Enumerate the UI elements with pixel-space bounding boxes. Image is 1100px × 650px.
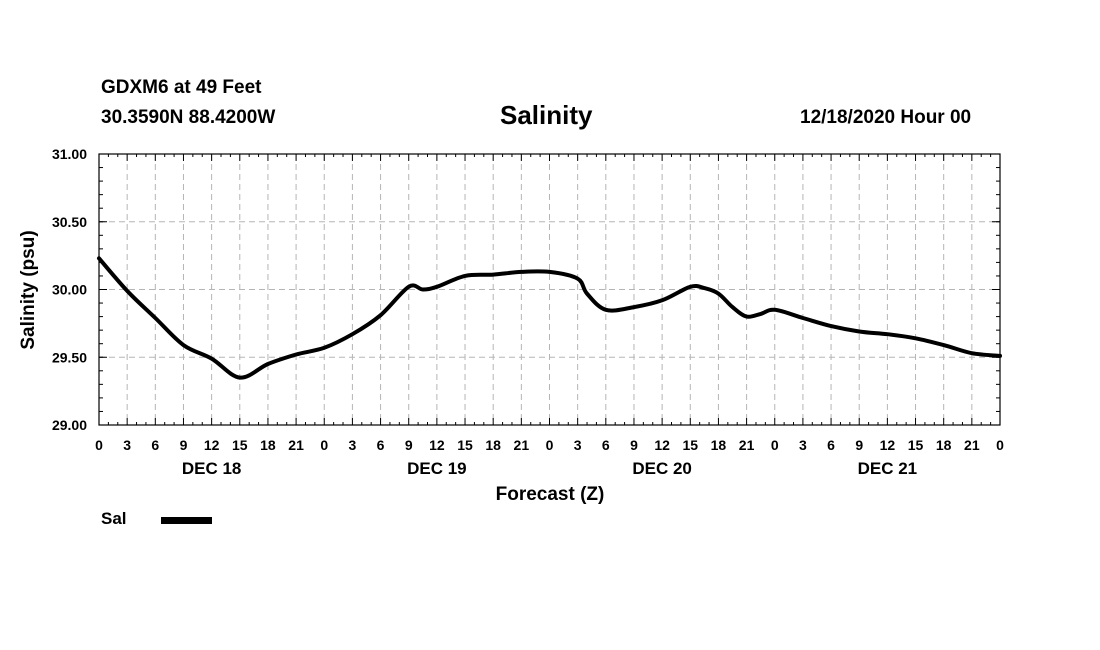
- x-tick-label: 6: [602, 437, 610, 453]
- y-tick-label: 29.50: [52, 349, 87, 365]
- y-tick-label: 31.00: [52, 146, 87, 162]
- y-tick-label: 29.00: [52, 417, 87, 433]
- station-label: GDXM6 at 49 Feet: [101, 77, 262, 98]
- x-tick-label: 21: [964, 437, 980, 453]
- x-tick-label: 15: [232, 437, 248, 453]
- legend-label: Sal: [101, 509, 127, 528]
- x-tick-label: 6: [377, 437, 385, 453]
- x-tick-label: 15: [682, 437, 698, 453]
- x-tick-label: 18: [711, 437, 727, 453]
- x-tick-label: 6: [827, 437, 835, 453]
- legend-swatch: [161, 517, 212, 524]
- x-tick-label: 18: [485, 437, 501, 453]
- y-tick-labels: 29.00 29.50 30.00 30.50 31.00: [52, 146, 87, 433]
- grid-lines: [99, 154, 1000, 425]
- x-tick-label: 0: [320, 437, 328, 453]
- day-label: DEC 19: [407, 459, 467, 478]
- forecast-datetime: 12/18/2020 Hour 00: [800, 107, 972, 128]
- x-tick-label: 6: [151, 437, 159, 453]
- day-label: DEC 20: [632, 459, 692, 478]
- x-tick-label: 3: [799, 437, 807, 453]
- x-tick-label: 9: [630, 437, 638, 453]
- x-tick-label: 3: [574, 437, 582, 453]
- x-tick-label: 0: [95, 437, 103, 453]
- axis-ticks: [98, 153, 1001, 426]
- x-tick-label: 0: [546, 437, 554, 453]
- x-tick-label: 3: [349, 437, 357, 453]
- day-labels: DEC 18 DEC 19 DEC 20 DEC 21: [182, 459, 917, 478]
- chart-title: Salinity: [500, 100, 593, 130]
- y-tick-label: 30.00: [52, 282, 87, 298]
- x-tick-label: 0: [771, 437, 779, 453]
- x-tick-label: 0: [996, 437, 1004, 453]
- x-tick-label: 9: [855, 437, 863, 453]
- x-tick-label: 15: [457, 437, 473, 453]
- x-tick-label: 9: [405, 437, 413, 453]
- x-tick-labels: 0 3 6 9 12 15 18 21 0 3 6 9 12 15 18 21 0 3 6 9 12 15 18 21 0 3 6 9…: [95, 437, 1004, 453]
- x-tick-label: 12: [880, 437, 896, 453]
- x-tick-label: 15: [908, 437, 924, 453]
- x-tick-label: 21: [514, 437, 530, 453]
- x-tick-label: 12: [204, 437, 220, 453]
- x-tick-label: 21: [288, 437, 304, 453]
- day-label: DEC 18: [182, 459, 242, 478]
- x-tick-label: 9: [180, 437, 188, 453]
- salinity-series-line: [97, 256, 1002, 380]
- x-axis-label: Forecast (Z): [496, 484, 605, 505]
- x-tick-label: 12: [654, 437, 670, 453]
- coordinates-label: 30.3590N 88.4200W: [101, 107, 276, 128]
- x-tick-label: 18: [936, 437, 952, 453]
- day-label: DEC 21: [858, 459, 918, 478]
- y-axis-label: Salinity (psu): [18, 230, 39, 349]
- y-tick-label: 30.50: [52, 214, 87, 230]
- x-tick-label: 21: [739, 437, 755, 453]
- x-tick-label: 18: [260, 437, 276, 453]
- x-tick-label: 3: [123, 437, 131, 453]
- x-tick-label: 12: [429, 437, 445, 453]
